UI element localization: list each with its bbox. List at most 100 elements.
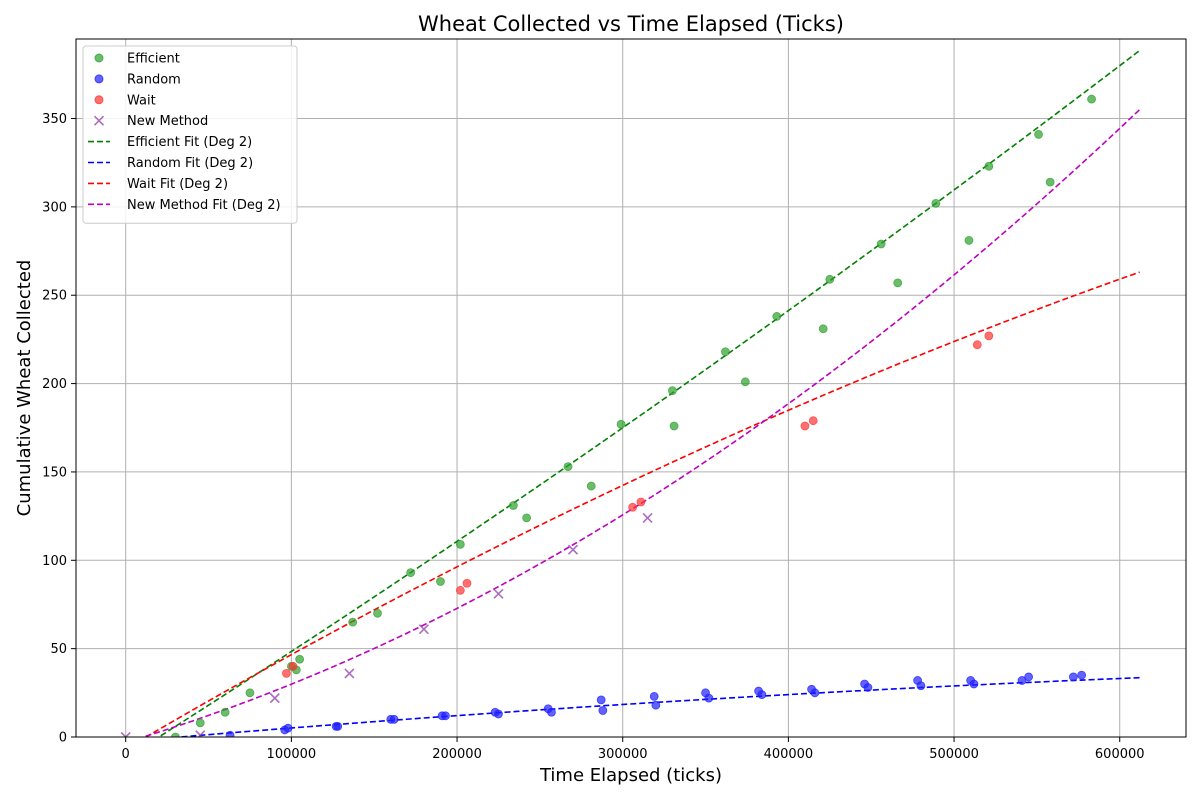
efficient-point bbox=[295, 654, 305, 664]
x-tick-label: 300000 bbox=[598, 747, 648, 762]
legend-label-new-method: New Method bbox=[127, 114, 208, 129]
data-points bbox=[120, 94, 1096, 737]
x-axis-ticks: 0 100000 200000 300000 400000 500000 600000 bbox=[122, 737, 1145, 762]
efficient-point bbox=[1087, 94, 1096, 104]
x-axis-label: Time Elapsed (ticks) bbox=[539, 765, 722, 786]
random-point bbox=[757, 690, 767, 699]
y-tick-label: 350 bbox=[42, 112, 67, 127]
new-method-point bbox=[195, 730, 206, 737]
efficient-point bbox=[984, 161, 994, 171]
wait-point bbox=[455, 585, 465, 595]
efficient-point bbox=[964, 236, 974, 245]
efficient-point bbox=[1045, 177, 1055, 187]
wait-point bbox=[288, 661, 298, 671]
wait-point bbox=[628, 502, 638, 512]
wait-point bbox=[808, 416, 818, 426]
random-point bbox=[1024, 672, 1034, 682]
wait-point bbox=[984, 331, 994, 341]
efficient-point bbox=[616, 419, 626, 429]
legend-box bbox=[82, 45, 298, 224]
chart-title: Wheat Collected vs Time Elapsed (Ticks) bbox=[418, 12, 844, 36]
random-point bbox=[225, 730, 235, 737]
x-tick-label: 100000 bbox=[267, 747, 317, 762]
new-method-point bbox=[493, 588, 504, 599]
efficient-point bbox=[668, 386, 677, 396]
y-tick-label: 0 bbox=[59, 731, 67, 746]
efficient-point bbox=[195, 718, 205, 728]
efficient-point bbox=[876, 239, 886, 249]
new-method-point bbox=[418, 624, 429, 635]
y-tick-label: 150 bbox=[42, 465, 67, 480]
efficient-point bbox=[245, 688, 255, 698]
legend-label-wait-fit-deg-2-: Wait Fit (Deg 2) bbox=[127, 177, 228, 192]
efficient-point bbox=[563, 462, 573, 472]
new-method-point bbox=[567, 544, 579, 555]
random-point bbox=[333, 721, 343, 731]
x-tick-label: 600000 bbox=[1095, 747, 1145, 762]
efficient-point bbox=[348, 617, 358, 627]
efficient-point bbox=[772, 312, 782, 321]
efficient-point bbox=[455, 539, 465, 549]
efficient-point bbox=[931, 198, 941, 208]
legend-swatch-new-method bbox=[93, 115, 105, 126]
random-point bbox=[704, 693, 714, 703]
y-tick-label: 250 bbox=[42, 289, 67, 304]
plot-frame bbox=[75, 38, 1187, 738]
random-point bbox=[863, 683, 873, 692]
wait-fit-deg-2--line bbox=[145, 271, 1140, 737]
efficient-point bbox=[669, 421, 679, 431]
efficient-point bbox=[586, 481, 596, 491]
random-point bbox=[649, 691, 659, 701]
efficient-point bbox=[740, 377, 750, 387]
legend-label-random-fit-deg-2-: Random Fit (Deg 2) bbox=[127, 156, 253, 171]
random-point bbox=[810, 688, 820, 698]
legend-swatch-efficient bbox=[94, 53, 104, 63]
efficient-fit-deg-2--line bbox=[157, 49, 1141, 737]
y-tick-label: 300 bbox=[42, 200, 67, 215]
wait-point bbox=[972, 340, 982, 350]
random-point bbox=[1068, 672, 1078, 682]
random-point bbox=[598, 706, 608, 715]
wait-point bbox=[282, 668, 291, 678]
efficient-point bbox=[436, 577, 445, 586]
random-point bbox=[596, 695, 606, 705]
new-method-point bbox=[120, 731, 131, 737]
efficient-point bbox=[893, 278, 903, 288]
legend-label-wait: Wait bbox=[127, 93, 156, 108]
random-point bbox=[494, 709, 503, 719]
legend: Efficient Random Wait New Method Efficient F… bbox=[82, 45, 298, 224]
y-tick-label: 50 bbox=[50, 642, 67, 657]
random-point bbox=[969, 679, 979, 689]
new-method-point bbox=[642, 512, 653, 523]
random-point bbox=[651, 700, 661, 710]
new-method-point bbox=[269, 693, 280, 704]
x-tick-label: 200000 bbox=[432, 747, 482, 762]
random-point bbox=[916, 681, 926, 691]
random-point bbox=[441, 711, 450, 721]
efficient-point bbox=[508, 501, 518, 510]
new-method-point bbox=[344, 668, 355, 679]
y-tick-label: 100 bbox=[42, 554, 67, 569]
legend-swatch-random bbox=[94, 74, 104, 84]
legend-label-random: Random bbox=[127, 72, 181, 87]
y-tick-label: 200 bbox=[42, 377, 67, 392]
legend-label-new-method-fit-deg-2-: New Method Fit (Deg 2) bbox=[127, 198, 281, 213]
wait-point bbox=[800, 421, 810, 431]
random-point bbox=[283, 723, 293, 733]
x-tick-label: 400000 bbox=[764, 747, 814, 762]
efficient-point bbox=[220, 707, 230, 717]
efficient-point bbox=[406, 568, 416, 578]
efficient-point bbox=[825, 274, 835, 284]
wait-point bbox=[462, 578, 472, 588]
random-point bbox=[547, 707, 556, 717]
efficient-point bbox=[373, 608, 382, 618]
x-tick-label: 0 bbox=[122, 747, 130, 762]
y-axis-ticks: 0 50 100 150 200 250 300 350 bbox=[42, 112, 76, 746]
wait-point bbox=[636, 497, 646, 507]
random-point bbox=[1017, 676, 1027, 685]
legend-label-efficient: Efficient bbox=[127, 52, 180, 67]
legend-label-efficient-fit-deg-2-: Efficient Fit (Deg 2) bbox=[127, 135, 252, 150]
random-point bbox=[389, 714, 399, 724]
x-tick-label: 500000 bbox=[929, 747, 979, 762]
